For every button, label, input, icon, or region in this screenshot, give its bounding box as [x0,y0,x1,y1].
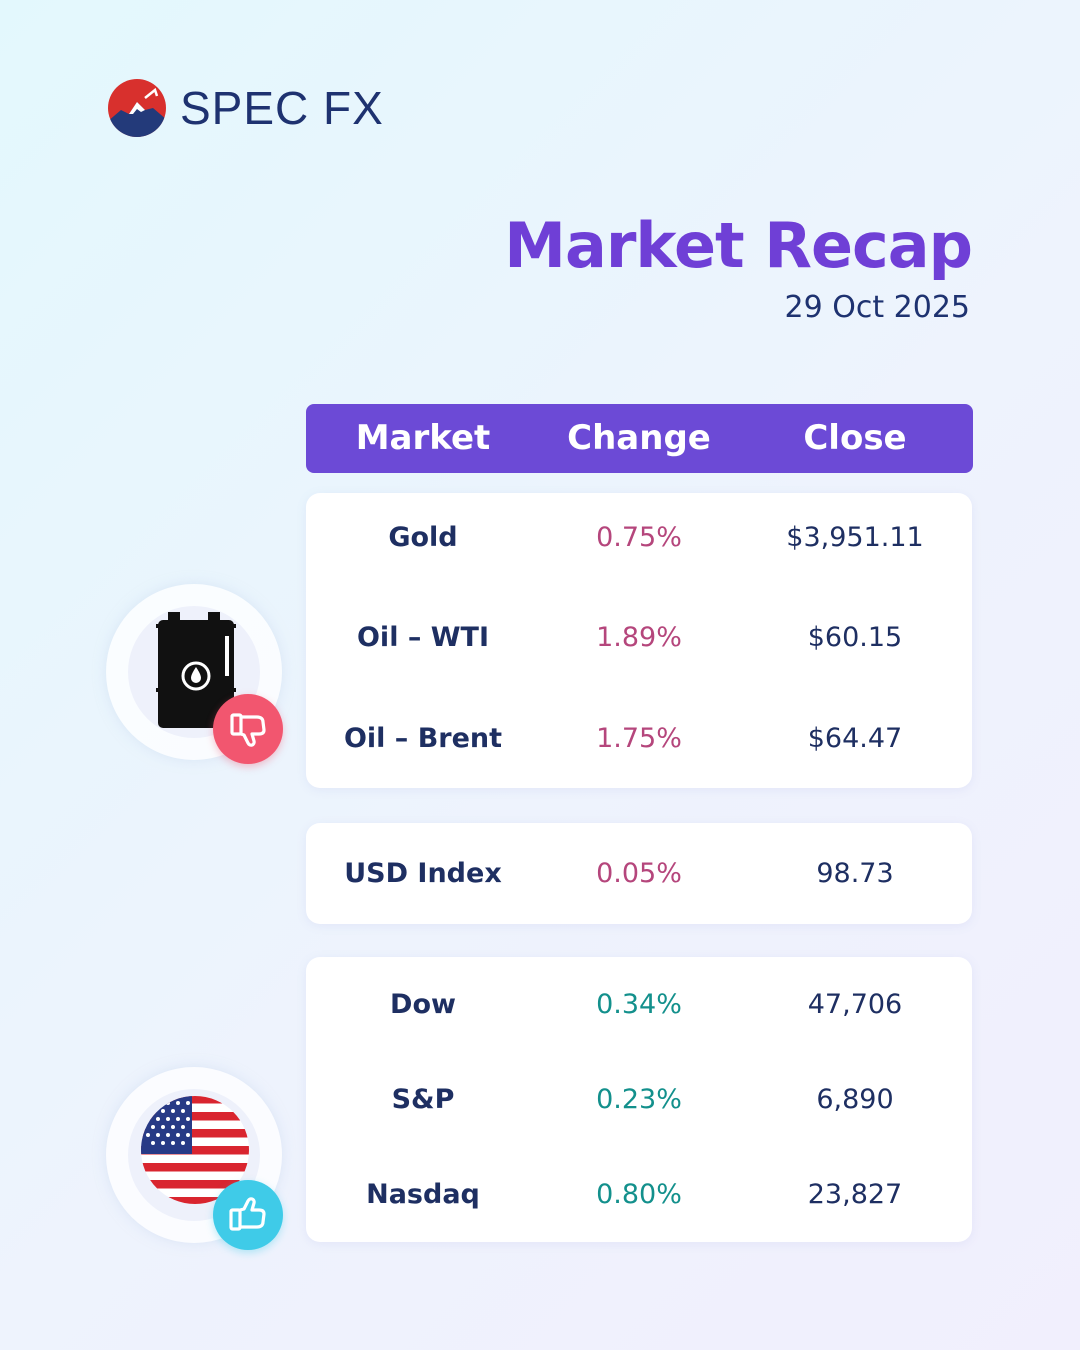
page-title: Market Recap [504,209,973,282]
column-change: Change [567,418,711,458]
us-market-badge [100,1061,300,1261]
market-close: 47,706 [807,989,903,1020]
oil-barrel-icon [156,612,236,728]
indices-card: Dow 0.34% 47,706 S&P 0.23% 6,890 Nasdaq … [306,957,972,1242]
market-change: 0.23% [596,1084,682,1115]
thumbs-up-icon [213,1180,283,1250]
currency-card: USD Index 0.05% 98.73 [306,823,972,924]
oil-badge [100,578,300,778]
market-name: Nasdaq [366,1179,480,1210]
market-close: 6,890 [816,1084,894,1115]
thumbs-down-icon [213,694,283,764]
market-name: Oil – WTI [356,622,489,653]
spec-fx-logo [108,79,166,137]
market-close: $60.15 [807,622,903,653]
market-change: 0.05% [596,858,682,889]
column-market: Market [355,418,491,458]
us-flag-icon [141,1096,249,1204]
market-name: USD Index [344,858,502,889]
market-name: Dow [390,989,456,1020]
market-close: $3,951.11 [786,522,924,553]
market-close: 23,827 [807,1179,903,1210]
market-close: $64.47 [807,723,903,754]
column-close: Close [803,418,907,458]
market-change: 0.75% [596,522,682,553]
market-name: Gold [388,522,458,553]
market-change: 1.75% [596,723,682,754]
market-change: 0.80% [596,1179,682,1210]
brand-name: SPEC FX [180,82,384,134]
market-change: 1.89% [596,622,682,653]
market-close: 98.73 [816,858,894,889]
market-name: Oil – Brent [343,723,503,754]
market-change: 0.34% [596,989,682,1020]
table-header: Market Change Close [306,404,973,473]
report-date: 29 Oct 2025 [784,290,970,325]
market-name: S&P [391,1084,455,1115]
commodities-card: Gold 0.75% $3,951.11 Oil – WTI 1.89% $60… [306,493,972,788]
